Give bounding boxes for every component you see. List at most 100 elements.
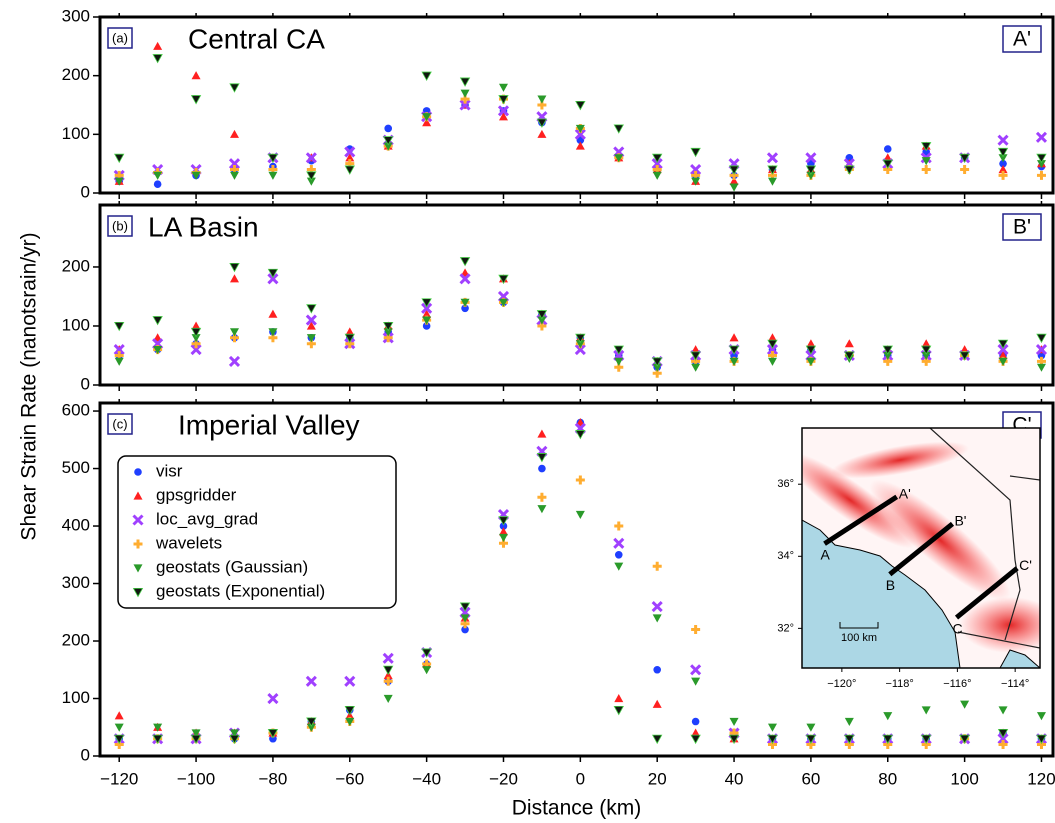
y-tick-label: 0 [81, 374, 90, 393]
point [230, 328, 239, 336]
x-tick-label: −20 [489, 769, 518, 788]
point [691, 148, 700, 156]
point [614, 522, 623, 531]
y-tick-label: 0 [81, 745, 90, 764]
point [192, 71, 201, 79]
point [537, 96, 546, 104]
legend-label: loc_avg_grad [156, 509, 258, 528]
panel-label: (b) [112, 218, 128, 233]
point [345, 677, 354, 686]
point [1037, 364, 1046, 372]
profile-start-label: A [821, 546, 831, 562]
legend-label: visr [156, 461, 183, 480]
x-tick-label: −100 [177, 769, 215, 788]
point [730, 718, 739, 726]
point [345, 166, 354, 174]
point [845, 718, 854, 726]
y-tick-label: 200 [62, 256, 90, 275]
point [384, 695, 393, 703]
inset-y-tick-label: 36° [777, 478, 794, 490]
point [614, 694, 623, 702]
point [461, 90, 470, 98]
point [268, 694, 277, 703]
profile-end-label: B' [954, 513, 966, 529]
y-axis-label: Shear Strain Rate (nanotsrain/yr) [18, 232, 41, 540]
point [268, 172, 277, 180]
point [192, 96, 201, 104]
y-tick-label: 200 [62, 65, 90, 84]
point [384, 654, 393, 663]
legend-label: geostats (Exponential) [156, 581, 325, 600]
point [614, 706, 623, 714]
point [691, 665, 700, 674]
inset-x-tick-label: −116° [943, 678, 971, 690]
y-tick-label: 100 [62, 688, 90, 707]
point [537, 430, 546, 438]
x-tick-label: 100 [950, 769, 978, 788]
point [1037, 133, 1046, 142]
point [153, 172, 162, 180]
point [653, 666, 661, 674]
end-label: B' [1013, 216, 1031, 239]
point [653, 562, 662, 571]
legend-label: gpsgridder [156, 485, 237, 504]
x-axis-label: Distance (km) [512, 797, 642, 820]
point [307, 677, 316, 686]
point [115, 358, 124, 366]
point [115, 322, 124, 330]
y-tick-label: 300 [62, 573, 90, 592]
point [806, 724, 815, 732]
point [230, 130, 239, 138]
x-tick-label: −40 [412, 769, 441, 788]
point [268, 310, 277, 318]
x-tick-label: 0 [576, 769, 585, 788]
point [999, 136, 1008, 145]
point [691, 678, 700, 686]
point [153, 42, 162, 50]
point [576, 511, 585, 519]
point [115, 724, 124, 732]
point [1037, 712, 1046, 720]
profile-end-label: A' [899, 486, 911, 502]
point [1037, 171, 1046, 180]
point [422, 72, 431, 80]
point [845, 339, 854, 347]
point [691, 735, 700, 743]
legend-label: geostats (Gaussian) [156, 557, 308, 576]
point [922, 165, 931, 174]
profile-start-label: C [953, 620, 963, 636]
profile-start-label: B [886, 577, 895, 593]
point [692, 718, 700, 726]
x-tick-label: 60 [801, 769, 820, 788]
point [307, 305, 316, 313]
panel-label: (c) [112, 416, 127, 431]
point [614, 563, 623, 571]
x-tick-label: −120 [100, 769, 138, 788]
point [653, 614, 662, 622]
y-tick-label: 0 [81, 182, 90, 201]
x-tick-label: −60 [335, 769, 364, 788]
figure: 0100200300(a)Central CAA'0100200(b)LA Ba… [0, 0, 1055, 823]
inset-x-tick-label: −118° [885, 678, 913, 690]
point [537, 130, 546, 138]
inset-x-tick-label: −120° [827, 678, 856, 690]
y-tick-label: 200 [62, 631, 90, 650]
point [768, 358, 777, 366]
point [691, 364, 700, 372]
y-tick-label: 300 [62, 6, 90, 25]
panel-title: Central CA [188, 23, 325, 54]
y-tick-label: 600 [62, 401, 90, 420]
point [384, 125, 392, 133]
end-label: A' [1013, 28, 1031, 51]
point [115, 154, 124, 162]
point [422, 666, 431, 674]
panel-title: LA Basin [148, 211, 259, 242]
point [615, 551, 623, 559]
point [154, 180, 162, 188]
point [730, 166, 739, 174]
point [768, 178, 777, 186]
point [768, 153, 777, 162]
point [960, 701, 969, 709]
point [691, 625, 700, 634]
x-tick-label: −80 [259, 769, 288, 788]
